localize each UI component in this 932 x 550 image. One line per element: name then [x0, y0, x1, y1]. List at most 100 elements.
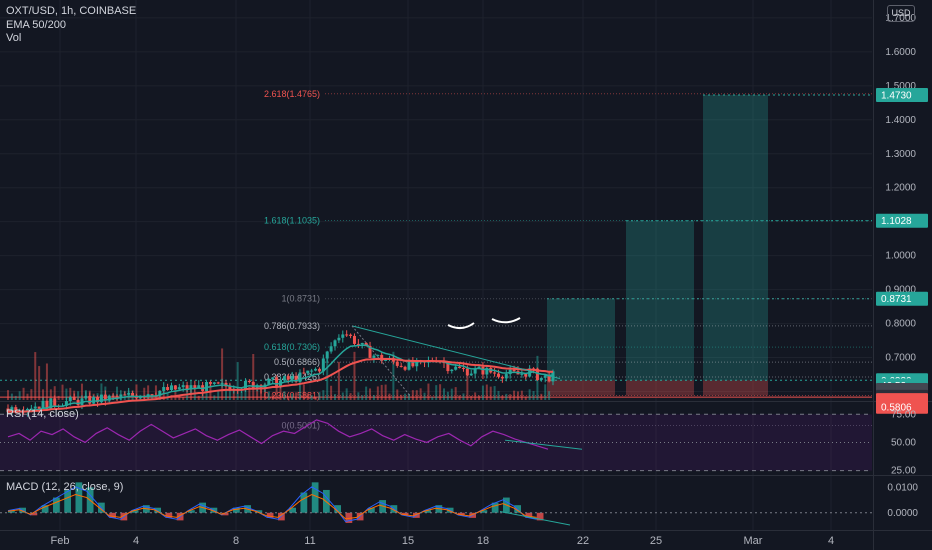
volume-bar: [205, 390, 208, 400]
candle-body: [461, 367, 465, 369]
volume-bar: [337, 361, 340, 400]
candle-body: [72, 397, 76, 401]
candle-body: [364, 342, 368, 346]
candle-body: [170, 385, 173, 391]
macd-histogram-bar: [525, 512, 533, 518]
volume-bar: [478, 395, 481, 400]
time-tick: 18: [477, 535, 489, 547]
volume-bar: [244, 389, 247, 400]
candle-body: [282, 376, 286, 381]
rsi-pane[interactable]: [0, 413, 872, 472]
candle-body: [500, 376, 504, 379]
candle-body: [271, 377, 275, 379]
volume-bar: [80, 383, 83, 400]
volume-bar: [116, 386, 118, 400]
macd-histogram-bar: [300, 492, 308, 513]
macd-label[interactable]: MACD (12, 26, close, 9): [6, 481, 124, 493]
candle-body: [547, 375, 551, 382]
macd-histogram-bar: [491, 502, 499, 513]
volume-bar: [376, 386, 379, 400]
candle-body: [298, 372, 302, 382]
fib-label: 1.618(1.1035): [264, 215, 320, 225]
candle-body: [123, 394, 127, 396]
candle-body: [205, 382, 209, 392]
volume-bar: [10, 393, 13, 400]
fib-anchor-line: [351, 325, 411, 396]
candle-body: [208, 382, 212, 384]
candle-body: [325, 351, 329, 359]
candle-body: [53, 398, 57, 406]
candle-body: [317, 368, 321, 372]
candle-body: [177, 387, 181, 390]
price-axis[interactable]: 1.7000 1.6000 1.5000 1.4000 1.3000 1.2000 1.10…: [876, 13, 928, 519]
macd-histogram-bar: [311, 482, 319, 513]
volume-bar: [446, 391, 449, 400]
candle-body: [119, 394, 123, 397]
volume-bar: [454, 387, 457, 400]
volume-bar: [22, 387, 25, 400]
symbol-title[interactable]: OXT/USD, 1h, COINBASE: [6, 5, 137, 17]
volume-bar: [256, 387, 259, 400]
rsi-tick: 25.00: [891, 466, 916, 477]
volume-bar: [147, 385, 150, 400]
volume-bar: [407, 393, 410, 400]
volume-bar: [232, 388, 235, 400]
time-tick: Feb: [51, 535, 70, 547]
stop-zone: [547, 380, 615, 396]
macd-histogram-bar: [289, 507, 296, 513]
volume-bar: [365, 386, 368, 400]
time-tick: Mar: [744, 535, 763, 547]
candle-body: [539, 377, 543, 381]
volume-bar: [77, 391, 80, 400]
candle-body: [403, 366, 407, 370]
time-axis[interactable]: Feb 4 8 11 15 18 22 25 Mar 4: [51, 535, 835, 547]
volume-bar: [532, 390, 535, 400]
volume-bar: [279, 385, 282, 400]
volume-bar: [501, 395, 504, 400]
volume-bar: [384, 384, 387, 400]
volume-bar: [182, 396, 185, 400]
volume-bar: [334, 394, 336, 400]
candle-body: [481, 366, 485, 375]
price-badge: [876, 291, 928, 306]
volume-bar: [7, 390, 9, 400]
rsi-divergence-line: [504, 439, 583, 450]
ema-indicator-label[interactable]: EMA 50/200: [6, 19, 66, 31]
macd-divergence-line: [499, 511, 571, 526]
candle-body: [185, 385, 189, 390]
volume-bar: [186, 386, 189, 400]
time-tick: 11: [304, 535, 315, 547]
volume-bar: [53, 386, 56, 400]
volume-bar: [252, 353, 255, 400]
volume-bar: [380, 384, 383, 400]
stop-zone: [703, 380, 768, 396]
time-tick: 22: [577, 535, 589, 547]
volume-bar: [100, 383, 103, 400]
volume-bar: [174, 388, 177, 400]
price-badge: [876, 87, 928, 102]
candle-body: [368, 345, 372, 358]
fib-label: 2.618(1.4765): [264, 89, 320, 99]
volume-bar: [143, 387, 146, 400]
price-badge-text: 0.8731: [881, 294, 912, 305]
volume-bar: [213, 395, 216, 400]
price-tick: 1.7000: [885, 13, 916, 24]
candle-body: [497, 373, 500, 377]
currency-badge[interactable]: USD: [887, 5, 915, 22]
macd-pane[interactable]: [0, 482, 872, 526]
price-tick: 1.5000: [885, 81, 916, 92]
volume-bar: [318, 392, 321, 400]
volume-bar: [248, 386, 251, 400]
volume-bar: [474, 392, 477, 400]
volume-bar: [42, 389, 45, 400]
price-badge-text: 0.5806: [881, 402, 912, 413]
candle-body: [37, 406, 41, 409]
candle-body: [446, 363, 450, 372]
price-badge-text: 1.1028: [881, 216, 912, 227]
rsi-tick: 50.00: [891, 437, 916, 448]
candle-body: [395, 361, 399, 366]
volume-indicator-label[interactable]: Vol: [6, 32, 22, 44]
rsi-label[interactable]: RSI (14, close): [6, 408, 79, 420]
candle-body: [243, 380, 247, 390]
